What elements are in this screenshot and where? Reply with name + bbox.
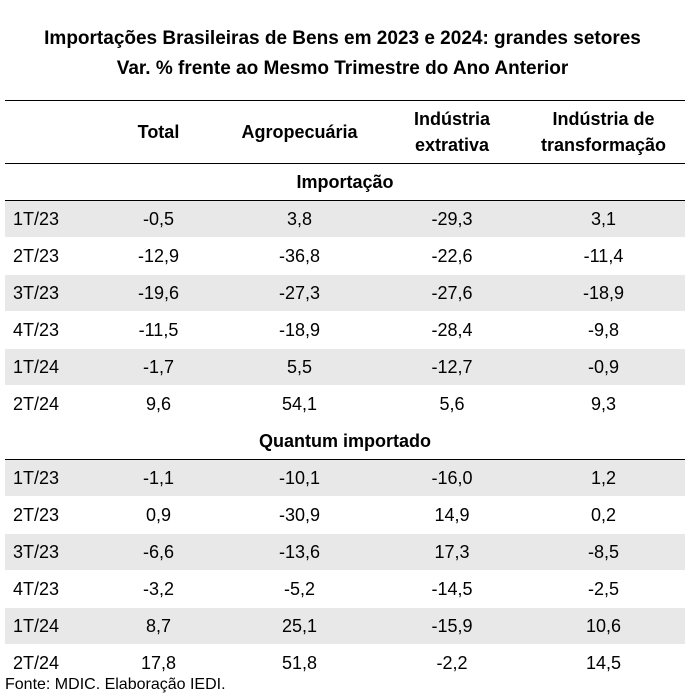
- value-cell: -8,5: [522, 533, 685, 571]
- period-cell: 1T/24: [5, 348, 100, 386]
- value-cell: -6,6: [100, 533, 217, 571]
- value-cell: 9,6: [100, 385, 217, 423]
- value-cell: -13,6: [217, 533, 382, 571]
- table-row: 4T/23 -3,2 -5,2 -14,5 -2,5: [5, 570, 685, 608]
- period-cell: 4T/23: [5, 311, 100, 349]
- value-cell: 51,8: [217, 644, 382, 682]
- table-row: 2T/23 -12,9 -36,8 -22,6 -11,4: [5, 237, 685, 275]
- value-cell: -1,7: [100, 348, 217, 386]
- header-total: Total: [100, 100, 217, 164]
- period-cell: 3T/23: [5, 274, 100, 312]
- section-header-row: Quantum importado: [5, 422, 685, 460]
- table-row: 3T/23 -6,6 -13,6 17,3 -8,5: [5, 533, 685, 571]
- value-cell: -27,3: [217, 274, 382, 312]
- value-cell: 25,1: [217, 607, 382, 645]
- section-title: Quantum importado: [5, 422, 685, 460]
- table-row: 1T/24 8,7 25,1 -15,9 10,6: [5, 607, 685, 645]
- value-cell: -1,1: [100, 459, 217, 497]
- header-industria-transformacao: Indústria de transformação: [522, 100, 685, 164]
- value-cell: 5,6: [382, 385, 522, 423]
- value-cell: 10,6: [522, 607, 685, 645]
- value-cell: 0,2: [522, 496, 685, 534]
- value-cell: 1,2: [522, 459, 685, 497]
- value-cell: -22,6: [382, 237, 522, 275]
- value-cell: -18,9: [217, 311, 382, 349]
- header-industria-extrativa: Indústria extrativa: [382, 100, 522, 164]
- value-cell: -36,8: [217, 237, 382, 275]
- value-cell: 3,8: [217, 200, 382, 238]
- table-subtitle: Var. % frente ao Mesmo Trimestre do Ano …: [116, 58, 569, 79]
- period-cell: 2T/23: [5, 496, 100, 534]
- value-cell: -0,9: [522, 348, 685, 386]
- table-row: 2T/23 0,9 -30,9 14,9 0,2: [5, 496, 685, 534]
- table-title: Importações Brasileiras de Bens em 2023 …: [44, 28, 641, 49]
- value-cell: 9,3: [522, 385, 685, 423]
- value-cell: 14,9: [382, 496, 522, 534]
- table-row: 1T/24 -1,7 5,5 -12,7 -0,9: [5, 348, 685, 386]
- value-cell: -16,0: [382, 459, 522, 497]
- value-cell: 54,1: [217, 385, 382, 423]
- header-row: Total Agropecuária Indústria extrativa I…: [5, 100, 685, 164]
- table-body: Importação 1T/23 -0,5 3,8 -29,3 3,1 2T/23 -12,9…: [5, 163, 685, 682]
- value-cell: -27,6: [382, 274, 522, 312]
- value-cell: -3,2: [100, 570, 217, 608]
- period-cell: 2T/24: [5, 385, 100, 423]
- value-cell: -0,5: [100, 200, 217, 238]
- value-cell: 0,9: [100, 496, 217, 534]
- value-cell: 17,8: [100, 644, 217, 682]
- value-cell: 14,5: [522, 644, 685, 682]
- period-cell: 1T/23: [5, 200, 100, 238]
- period-cell: 2T/24: [5, 644, 100, 682]
- value-cell: -11,4: [522, 237, 685, 275]
- section-header-row: Importação: [5, 163, 685, 201]
- value-cell: 5,5: [217, 348, 382, 386]
- section-title: Importação: [5, 163, 685, 201]
- table-row: 4T/23 -11,5 -18,9 -28,4 -9,8: [5, 311, 685, 349]
- value-cell: -12,9: [100, 237, 217, 275]
- value-cell: -18,9: [522, 274, 685, 312]
- value-cell: 8,7: [100, 607, 217, 645]
- source-note: Fonte: MDIC. Elaboração IEDI.: [5, 676, 226, 693]
- value-cell: -2,5: [522, 570, 685, 608]
- period-cell: 1T/23: [5, 459, 100, 497]
- value-cell: -28,4: [382, 311, 522, 349]
- table-row: 3T/23 -19,6 -27,3 -27,6 -18,9: [5, 274, 685, 312]
- table-row: 2T/24 17,8 51,8 -2,2 14,5: [5, 644, 685, 682]
- value-cell: -5,2: [217, 570, 382, 608]
- value-cell: -14,5: [382, 570, 522, 608]
- value-cell: -15,9: [382, 607, 522, 645]
- value-cell: -30,9: [217, 496, 382, 534]
- table-row: 1T/23 -0,5 3,8 -29,3 3,1: [5, 200, 685, 238]
- value-cell: 3,1: [522, 200, 685, 238]
- period-cell: 2T/23: [5, 237, 100, 275]
- value-cell: -9,8: [522, 311, 685, 349]
- value-cell: 17,3: [382, 533, 522, 571]
- value-cell: -2,2: [382, 644, 522, 682]
- header-agropecuaria: Agropecuária: [217, 100, 382, 164]
- value-cell: -11,5: [100, 311, 217, 349]
- value-cell: -10,1: [217, 459, 382, 497]
- period-cell: 4T/23: [5, 570, 100, 608]
- table-row: 1T/23 -1,1 -10,1 -16,0 1,2: [5, 459, 685, 497]
- period-cell: 1T/24: [5, 607, 100, 645]
- value-cell: -12,7: [382, 348, 522, 386]
- value-cell: -29,3: [382, 200, 522, 238]
- value-cell: -19,6: [100, 274, 217, 312]
- header-corner: [5, 100, 100, 164]
- table-row: 2T/24 9,6 54,1 5,6 9,3: [5, 385, 685, 423]
- period-cell: 3T/23: [5, 533, 100, 571]
- data-table: Total Agropecuária Indústria extrativa I…: [5, 100, 685, 682]
